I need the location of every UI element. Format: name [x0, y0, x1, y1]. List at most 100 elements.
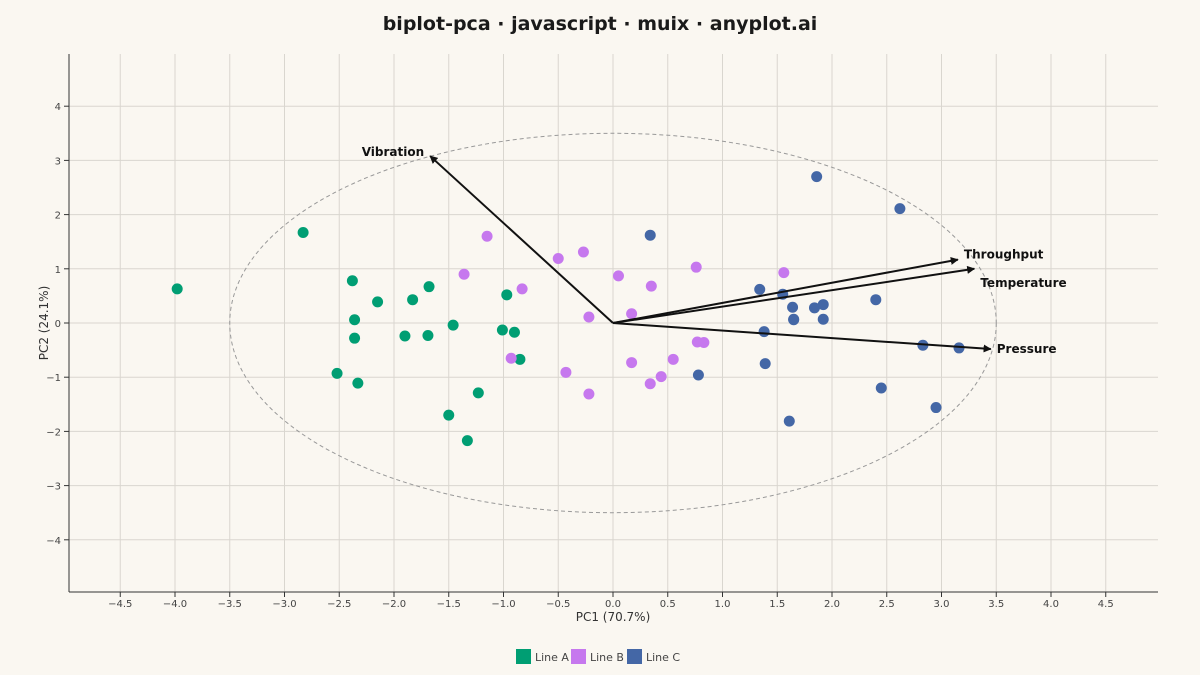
data-point[interactable] [778, 267, 790, 279]
data-point[interactable] [560, 366, 572, 378]
data-point[interactable] [759, 358, 771, 370]
x-tick-label: 1.5 [769, 599, 785, 610]
data-point[interactable] [352, 377, 364, 389]
x-tick-label: −3.5 [218, 599, 242, 610]
data-point[interactable] [788, 314, 800, 326]
data-point[interactable] [626, 308, 638, 320]
data-point[interactable] [423, 281, 435, 293]
data-point[interactable] [667, 353, 679, 365]
legend-swatch [516, 649, 531, 664]
x-tick-label: 1.0 [715, 599, 731, 610]
legend-item-line-c[interactable]: Line C [627, 649, 680, 664]
data-point[interactable] [870, 294, 882, 306]
data-point[interactable] [516, 283, 528, 295]
data-point[interactable] [372, 296, 384, 308]
x-tick-label: −4.0 [163, 599, 187, 610]
data-point[interactable] [953, 342, 965, 354]
data-point[interactable] [399, 330, 411, 342]
y-tick-label: −2 [46, 427, 61, 438]
loading-vectors: Vibration Throughput Temperature Pressure [362, 145, 1067, 356]
loading-label-vibration: Vibration [362, 145, 424, 159]
data-point[interactable] [349, 332, 361, 344]
x-tick-label: −2.5 [327, 599, 351, 610]
x-axis-label: PC1 (70.7%) [576, 610, 651, 624]
x-tick-label: 3.0 [934, 599, 950, 610]
data-point[interactable] [626, 357, 638, 369]
data-point[interactable] [698, 337, 710, 349]
data-point[interactable] [422, 329, 434, 341]
y-tick-label: 3 [55, 156, 61, 167]
loading-label-temperature: Temperature [980, 276, 1066, 290]
data-point[interactable] [754, 283, 766, 295]
data-point[interactable] [875, 382, 887, 394]
data-point[interactable] [505, 352, 517, 364]
data-point[interactable] [894, 203, 906, 215]
y-tick-label: −4 [46, 536, 61, 547]
loading-label-pressure: Pressure [997, 342, 1057, 356]
loading-label-throughput: Throughput [964, 248, 1044, 262]
x-tick-label: −1.0 [491, 599, 515, 610]
legend: Line A Line B Line C [516, 649, 680, 664]
data-point[interactable] [349, 314, 361, 326]
data-point[interactable] [612, 270, 624, 282]
data-point[interactable] [514, 353, 526, 365]
data-point[interactable] [458, 268, 470, 280]
x-tick-label: 0.0 [605, 599, 621, 610]
data-point[interactable] [346, 275, 358, 287]
loading-arrow-temperature [612, 265, 976, 324]
x-tick-label: −2.0 [382, 599, 406, 610]
data-point[interactable] [644, 378, 656, 390]
data-point[interactable] [583, 311, 595, 323]
x-tick-label: −1.5 [437, 599, 461, 610]
data-point[interactable] [811, 171, 823, 183]
data-point[interactable] [930, 402, 942, 414]
data-point[interactable] [508, 326, 520, 338]
x-tick-label: 2.0 [824, 599, 840, 610]
loading-arrow-pressure [612, 322, 992, 353]
data-point[interactable] [496, 324, 508, 336]
data-point[interactable] [583, 388, 595, 400]
y-tick-label: 1 [55, 265, 61, 276]
data-point[interactable] [787, 301, 799, 313]
legend-label: Line C [646, 651, 680, 664]
data-point[interactable] [758, 326, 770, 338]
data-point[interactable] [443, 409, 455, 421]
legend-swatch [627, 649, 642, 664]
loading-arrow-vibration [429, 155, 614, 324]
legend-label: Line A [535, 651, 569, 664]
data-point[interactable] [577, 246, 589, 258]
legend-item-line-b[interactable]: Line B [571, 649, 624, 664]
data-point[interactable] [407, 294, 419, 306]
data-point[interactable] [331, 367, 343, 379]
data-point[interactable] [481, 230, 493, 242]
data-point[interactable] [171, 283, 183, 295]
data-point[interactable] [817, 299, 829, 311]
x-tick-label: −4.5 [108, 599, 132, 610]
y-tick-label: −1 [46, 373, 61, 384]
series-line-c [644, 171, 965, 427]
data-point[interactable] [552, 253, 564, 265]
x-tick-label: 2.5 [879, 599, 895, 610]
data-point[interactable] [808, 302, 820, 314]
data-point[interactable] [690, 261, 702, 273]
data-point[interactable] [644, 229, 656, 241]
y-tick-label: 0 [55, 319, 61, 330]
data-point[interactable] [447, 319, 459, 331]
data-point[interactable] [783, 415, 795, 427]
x-tick-label: 3.5 [988, 599, 1004, 610]
x-tick-label: 4.0 [1043, 599, 1059, 610]
legend-label: Line B [590, 651, 624, 664]
data-point[interactable] [692, 369, 704, 381]
loading-arrow-throughput [612, 256, 959, 324]
legend-item-line-a[interactable]: Line A [516, 649, 569, 664]
data-point[interactable] [817, 313, 829, 325]
axes: −4.5 −4.0 −3.5 −3.0 −2.5 −2.0 −1.5 −1.0 −0.5 0.0 0… [46, 54, 1158, 610]
data-point[interactable] [501, 289, 513, 301]
chart-title: biplot-pca · javascript · muix · anyplot… [383, 13, 818, 35]
data-point[interactable] [472, 387, 484, 399]
data-point[interactable] [655, 371, 667, 383]
series-line-b [458, 230, 790, 400]
data-point[interactable] [461, 435, 473, 447]
data-point[interactable] [297, 226, 309, 238]
data-point[interactable] [645, 280, 657, 292]
